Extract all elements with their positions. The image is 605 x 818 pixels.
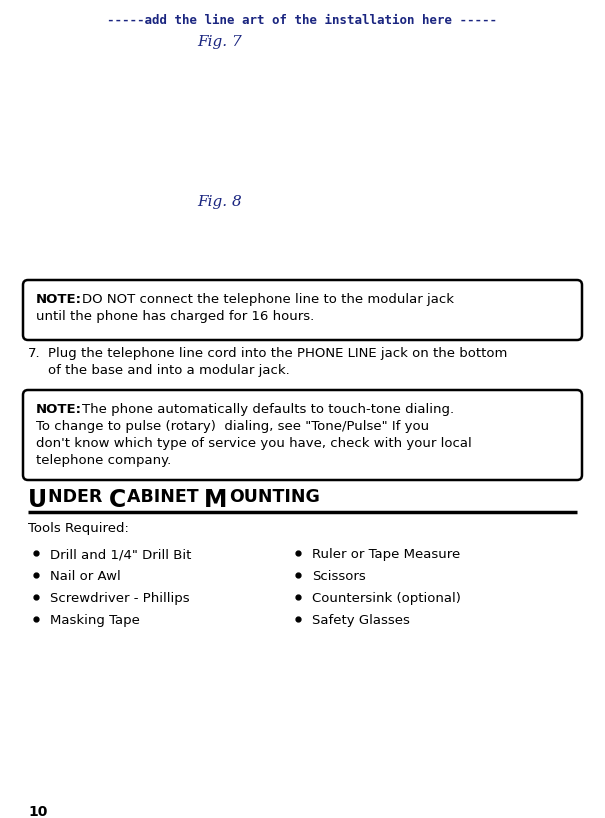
Text: U: U [28,488,47,512]
Text: Nail or Awl: Nail or Awl [50,570,121,583]
Text: 10: 10 [28,805,47,818]
Text: Screwdriver - Phillips: Screwdriver - Phillips [50,592,189,605]
Text: of the base and into a modular jack.: of the base and into a modular jack. [48,364,290,377]
Text: NOTE:: NOTE: [36,403,82,416]
Text: NOTE:: NOTE: [36,293,82,306]
Text: telephone company.: telephone company. [36,454,171,467]
Text: until the phone has charged for 16 hours.: until the phone has charged for 16 hours… [36,310,314,323]
Text: Drill and 1/4" Drill Bit: Drill and 1/4" Drill Bit [50,548,191,561]
Text: Countersink (optional): Countersink (optional) [312,592,461,605]
Text: NDER: NDER [48,488,108,506]
Text: Fig. 7: Fig. 7 [198,35,243,49]
Text: DO NOT connect the telephone line to the modular jack: DO NOT connect the telephone line to the… [82,293,454,306]
Text: Masking Tape: Masking Tape [50,614,140,627]
Text: Safety Glasses: Safety Glasses [312,614,410,627]
Text: Plug the telephone line cord into the PHONE LINE jack on the bottom: Plug the telephone line cord into the PH… [48,347,508,360]
Text: The phone automatically defaults to touch-tone dialing.: The phone automatically defaults to touc… [82,403,454,416]
Text: ABINET: ABINET [127,488,204,506]
Text: Scissors: Scissors [312,570,366,583]
Text: Ruler or Tape Measure: Ruler or Tape Measure [312,548,460,561]
Text: -----add the line art of the installation here -----: -----add the line art of the installatio… [107,14,497,27]
FancyBboxPatch shape [23,390,582,480]
Text: OUNTING: OUNTING [229,488,319,506]
Text: 7.: 7. [28,347,41,360]
Text: Tools Required:: Tools Required: [28,522,129,535]
Text: To change to pulse (rotary)  dialing, see "Tone/Pulse" If you: To change to pulse (rotary) dialing, see… [36,420,429,433]
Text: don't know which type of service you have, check with your local: don't know which type of service you hav… [36,437,472,450]
Text: C: C [108,488,126,512]
FancyBboxPatch shape [23,280,582,340]
Text: Fig. 8: Fig. 8 [198,195,243,209]
Text: M: M [204,488,227,512]
